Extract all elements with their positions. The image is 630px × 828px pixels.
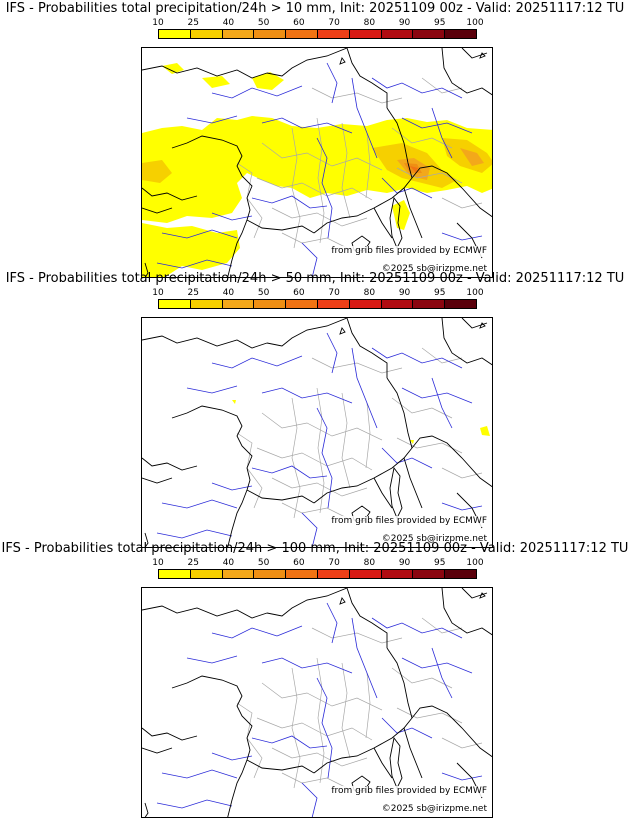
legend-tick-label: 50 xyxy=(257,18,270,28)
legend-tick-label: 90 xyxy=(398,18,411,28)
legend-tick-label: 10 xyxy=(152,288,164,298)
map-svg xyxy=(142,318,492,547)
copyright-credit: ©2025 sb@irizpme.net xyxy=(380,534,488,545)
legend-tick-label: 90 xyxy=(398,558,411,568)
legend-swatch xyxy=(159,300,191,308)
legend-swatch xyxy=(349,570,382,578)
precipitation-map: from grib files provided by ECMWF ©2025 … xyxy=(141,47,493,278)
data-source-credit: from grib files provided by ECMWF xyxy=(330,786,488,797)
copyright-credit: ©2025 sb@irizpme.net xyxy=(380,804,488,815)
legend-tick-label: 100 xyxy=(466,558,484,568)
legend-swatch xyxy=(381,300,414,308)
legend-tick-label: 40 xyxy=(222,288,235,298)
legend-tick-label: 25 xyxy=(187,18,199,28)
legend-tick-label: 80 xyxy=(363,18,376,28)
legend-swatch xyxy=(445,30,476,38)
legend-swatch xyxy=(159,30,191,38)
legend-swatch xyxy=(445,570,476,578)
legend-tick-label: 70 xyxy=(328,18,340,28)
legend-tick-label: 95 xyxy=(434,558,446,568)
legend-tick-label: 95 xyxy=(434,288,446,298)
map-panel-50mm: IFS - Probabilities total precipitation/… xyxy=(0,270,630,548)
legend-swatch xyxy=(349,30,382,38)
legend-swatch xyxy=(159,570,191,578)
map-svg xyxy=(142,588,492,817)
legend-swatch xyxy=(317,30,350,38)
legend-swatch xyxy=(254,30,287,38)
legend-swatch xyxy=(190,570,223,578)
panel-title: IFS - Probabilities total precipitation/… xyxy=(1,541,629,556)
legend-tick-label: 60 xyxy=(293,288,305,298)
legend-swatch xyxy=(222,570,255,578)
legend-tick-label: 90 xyxy=(398,288,411,298)
legend-swatch xyxy=(381,30,414,38)
legend-tick-label: 50 xyxy=(257,288,270,298)
legend-swatch xyxy=(317,300,350,308)
legend-swatch xyxy=(445,300,476,308)
legend-swatch xyxy=(349,300,382,308)
panel-title: IFS - Probabilities total precipitation/… xyxy=(5,1,625,16)
precipitation-map: from grib files provided by ECMWF ©2025 … xyxy=(141,317,493,548)
legend-tick-label: 50 xyxy=(257,558,270,568)
legend-tick-label: 40 xyxy=(222,558,235,568)
legend-tick-label: 40 xyxy=(222,18,235,28)
legend-swatch xyxy=(222,30,255,38)
legend-swatch xyxy=(286,30,318,38)
legend-tick-label: 10 xyxy=(152,558,164,568)
legend-tick-label: 80 xyxy=(363,558,376,568)
precipitation-overlay xyxy=(232,400,490,444)
legend-swatch xyxy=(190,300,223,308)
data-source-credit: from grib files provided by ECMWF xyxy=(330,516,488,527)
copyright-credit: ©2025 sb@irizpme.net xyxy=(380,264,488,275)
legend-colorbar xyxy=(158,299,477,309)
panel-title: IFS - Probabilities total precipitation/… xyxy=(5,271,625,286)
legend-tick-label: 25 xyxy=(187,288,199,298)
map-panel-10mm: IFS - Probabilities total precipitation/… xyxy=(0,0,630,278)
legend-swatch xyxy=(317,570,350,578)
data-source-credit: from grib files provided by ECMWF xyxy=(330,246,488,257)
legend-tick-label: 95 xyxy=(434,18,446,28)
legend-swatch xyxy=(413,570,446,578)
legend-colorbar xyxy=(158,569,477,579)
legend-swatch xyxy=(286,300,318,308)
legend-tick-label: 100 xyxy=(466,288,484,298)
legend-tick-label: 25 xyxy=(187,558,199,568)
legend-swatch xyxy=(413,30,446,38)
legend-swatch xyxy=(190,30,223,38)
precipitation-map: from grib files provided by ECMWF ©2025 … xyxy=(141,587,493,818)
legend-swatch xyxy=(254,570,287,578)
map-panel-100mm: IFS - Probabilities total precipitation/… xyxy=(0,540,630,818)
legend-tick-label: 70 xyxy=(328,288,340,298)
legend-tick-label: 60 xyxy=(293,558,305,568)
legend-tick-label: 70 xyxy=(328,558,340,568)
legend-swatch xyxy=(381,570,414,578)
map-svg xyxy=(142,48,492,277)
legend-swatch xyxy=(413,300,446,308)
legend-tick-label: 80 xyxy=(363,288,376,298)
legend-tick-label: 60 xyxy=(293,18,305,28)
legend-tick-label: 10 xyxy=(152,18,164,28)
legend-colorbar xyxy=(158,29,477,39)
legend-swatch xyxy=(254,300,287,308)
legend-swatch xyxy=(286,570,318,578)
legend-swatch xyxy=(222,300,255,308)
legend-tick-label: 100 xyxy=(466,18,484,28)
